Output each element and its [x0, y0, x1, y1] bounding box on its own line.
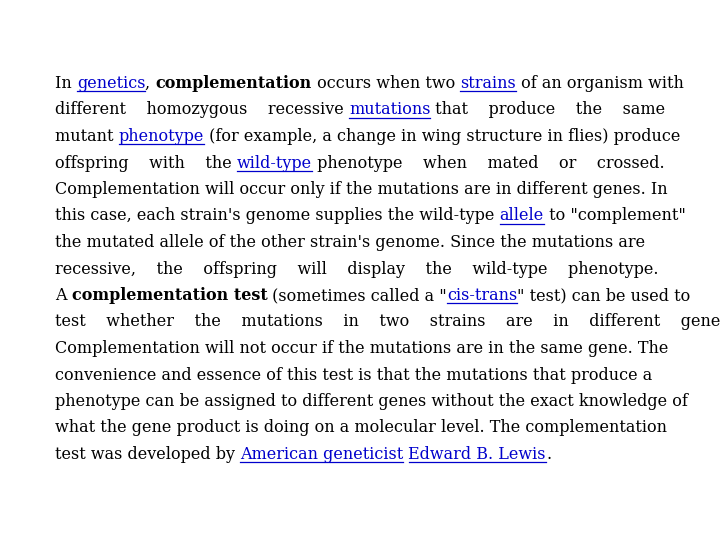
Text: occurs when two: occurs when two	[312, 75, 460, 92]
Text: convenience and essence of this test is that the mutations that produce a: convenience and essence of this test is …	[55, 367, 652, 383]
Text: Edward B. Lewis: Edward B. Lewis	[408, 446, 546, 463]
Text: that    produce    the    same: that produce the same	[431, 102, 665, 118]
Text: test was developed by: test was developed by	[55, 446, 240, 463]
Text: recessive,    the    offspring    will    display    the    wild-type    phenoty: recessive, the offspring will display th…	[55, 260, 659, 278]
Text: different    homozygous    recessive: different homozygous recessive	[55, 102, 349, 118]
Text: this case, each strain's genome supplies the wild-type: this case, each strain's genome supplies…	[55, 207, 500, 225]
Text: Complementation will occur only if the mutations are in different genes. In: Complementation will occur only if the m…	[55, 181, 667, 198]
Text: American geneticist: American geneticist	[240, 446, 403, 463]
Text: of an organism with: of an organism with	[516, 75, 684, 92]
Text: test    whether    the    mutations    in    two    strains    are    in    diff: test whether the mutations in two strain…	[55, 314, 720, 330]
Text: complementation: complementation	[156, 75, 312, 92]
Text: In: In	[55, 75, 77, 92]
Text: phenotype    when    mated    or    crossed.: phenotype when mated or crossed.	[312, 154, 665, 172]
Text: complementation test: complementation test	[71, 287, 267, 304]
Text: mutations: mutations	[349, 102, 431, 118]
Text: (sometimes called a ": (sometimes called a "	[267, 287, 447, 304]
Text: phenotype can be assigned to different genes without the exact knowledge of: phenotype can be assigned to different g…	[55, 393, 688, 410]
Text: strains: strains	[460, 75, 516, 92]
Text: Complementation will not occur if the mutations are in the same gene. The: Complementation will not occur if the mu…	[55, 340, 668, 357]
Text: wild-type: wild-type	[237, 154, 312, 172]
Text: what the gene product is doing on a molecular level. The complementation: what the gene product is doing on a mole…	[55, 420, 667, 436]
Text: offspring    with    the: offspring with the	[55, 154, 237, 172]
Text: .: .	[546, 446, 551, 463]
Text: genetics: genetics	[77, 75, 145, 92]
Text: allele: allele	[500, 207, 544, 225]
Text: cis-trans: cis-trans	[447, 287, 518, 304]
Text: A: A	[55, 287, 71, 304]
Text: the mutated allele of the other strain's genome. Since the mutations are: the mutated allele of the other strain's…	[55, 234, 645, 251]
Text: mutant: mutant	[55, 128, 119, 145]
Text: ,: ,	[145, 75, 156, 92]
Text: (for example, a change in wing structure in flies) produce: (for example, a change in wing structure…	[204, 128, 680, 145]
Text: " test) can be used to: " test) can be used to	[518, 287, 690, 304]
Text: phenotype: phenotype	[119, 128, 204, 145]
Text: to "complement": to "complement"	[544, 207, 685, 225]
